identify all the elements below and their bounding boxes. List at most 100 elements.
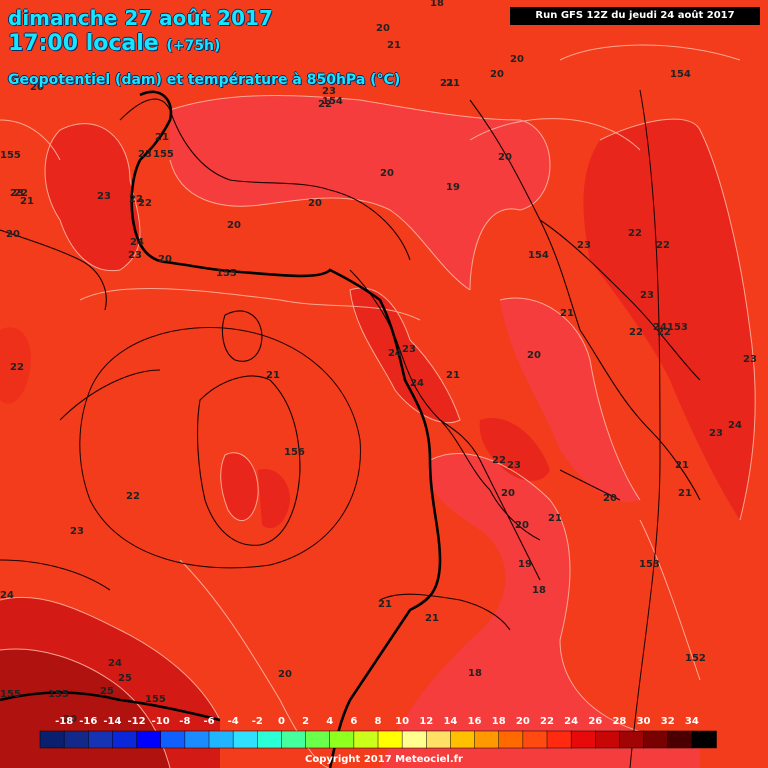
run-info: Run GFS 12Z du jeudi 24 août 2017 xyxy=(510,7,760,25)
temp-label: 23 xyxy=(322,86,336,97)
geo-label: 154 xyxy=(670,69,691,80)
scale-swatch xyxy=(160,730,186,749)
geo-label: 154 xyxy=(322,96,343,107)
temp-label: 21 xyxy=(425,613,439,624)
temp-label: 23 xyxy=(507,460,521,471)
temp-label: 23 xyxy=(10,188,24,199)
temp-label: 20 xyxy=(515,520,529,531)
temp-label: 22 xyxy=(138,198,152,209)
geo-label: 156 xyxy=(284,447,305,458)
scale-tick-label: 14 xyxy=(443,716,457,727)
temp-label: 20 xyxy=(376,23,390,34)
temp-label: 20 xyxy=(278,669,292,680)
temp-label: 24 xyxy=(728,420,742,431)
temperature-color-scale xyxy=(39,730,717,749)
temp-label: 21 xyxy=(446,78,460,89)
temp-label: 20 xyxy=(380,168,394,179)
geo-label: 155 xyxy=(0,689,21,700)
scale-tick-label: 8 xyxy=(375,716,382,727)
temp-region-23 xyxy=(45,123,140,271)
temp-label: 21 xyxy=(387,40,401,51)
temp-region-20 xyxy=(500,298,640,502)
scale-tick-label: 4 xyxy=(326,716,333,727)
scale-swatch xyxy=(377,730,403,749)
temp-label: 23 xyxy=(402,344,416,355)
temp-region-20 xyxy=(170,95,550,290)
temp-region-23 xyxy=(583,119,756,520)
coastlines xyxy=(0,98,701,631)
temp-label: 24 xyxy=(108,658,122,669)
scale-swatch xyxy=(595,730,621,749)
temp-label: 22 xyxy=(628,228,642,239)
temp-label: 20 xyxy=(308,198,322,209)
temperature-scale-ticks: -18 -16 -14 -12 -10 -8 -6 -4 -2 0 2 4 6 8 10 12 14 16 18 20… xyxy=(55,716,699,727)
scale-tick-label: -10 xyxy=(152,716,170,727)
geo-label: 155 xyxy=(0,150,21,161)
geo-label: 155 xyxy=(216,268,237,279)
temp-label: 21 xyxy=(446,370,460,381)
scale-swatch xyxy=(353,730,379,749)
temp-label: 23 xyxy=(128,250,142,261)
geo-label: 152 xyxy=(685,653,706,664)
temp-label: 20 xyxy=(490,69,504,80)
temp-label: 22 xyxy=(318,99,332,110)
temp-label: 22 xyxy=(129,194,143,205)
temp-label: 24 xyxy=(388,348,402,359)
copyright: Copyright 2017 Meteociel.fr xyxy=(305,754,463,765)
temp-label: 23 xyxy=(743,354,757,365)
scale-tick-label: -14 xyxy=(103,716,121,727)
temp-label: 23 xyxy=(70,526,84,537)
temp-label: 20 xyxy=(30,82,44,93)
scale-tick-label: 20 xyxy=(516,716,530,727)
temp-label: 23 xyxy=(640,290,654,301)
low-contour xyxy=(79,327,361,569)
scale-swatch xyxy=(136,730,162,749)
temp-label: 20 xyxy=(603,493,617,504)
scale-swatch xyxy=(691,730,717,749)
scale-tick-label: -6 xyxy=(203,716,214,727)
scale-swatch xyxy=(643,730,669,749)
temp-region-23 xyxy=(350,288,460,423)
temp-label: 22 xyxy=(629,327,643,338)
scale-tick-label: 30 xyxy=(637,716,651,727)
forecast-time: 17:00 locale (+75h) xyxy=(8,31,220,56)
temp-label: 19 xyxy=(446,182,460,193)
scale-swatch xyxy=(184,730,210,749)
scale-swatch xyxy=(112,730,138,749)
geo-label: 153 xyxy=(667,322,688,333)
scale-swatch xyxy=(232,730,259,749)
scale-tick-label: 24 xyxy=(564,716,578,727)
scale-swatch xyxy=(619,730,645,749)
scale-swatch xyxy=(208,730,234,749)
scale-tick-label: 28 xyxy=(612,716,626,727)
scale-tick-label: 18 xyxy=(492,716,506,727)
temp-label: 24 xyxy=(130,237,144,248)
temp-label: 25 xyxy=(118,673,132,684)
scale-swatch xyxy=(546,730,572,749)
scale-tick-label: 22 xyxy=(540,716,554,727)
temp-label: 20 xyxy=(6,229,20,240)
scale-swatch xyxy=(426,730,452,749)
temp-label: 20 xyxy=(63,714,77,725)
map-labels: 18 20 21 20 20 21 23 154 22 155 21 23 15… xyxy=(0,0,757,725)
scale-tick-label: 10 xyxy=(395,716,409,727)
temp-label: 20 xyxy=(527,350,541,361)
scale-swatch xyxy=(498,730,524,749)
temp-label: 20 xyxy=(227,220,241,231)
scale-swatch xyxy=(401,730,428,749)
temp-label: 18 xyxy=(430,0,444,9)
scale-tick-label: 32 xyxy=(661,716,675,727)
temp-label: 25 xyxy=(100,686,114,697)
scale-swatch xyxy=(305,730,331,749)
geo-label: 155 xyxy=(145,694,166,705)
scale-swatch xyxy=(88,730,114,749)
temp-label: 23 xyxy=(709,428,723,439)
temp-label: 23 xyxy=(577,240,591,251)
scale-swatch xyxy=(39,730,65,749)
forecast-offset: (+75h) xyxy=(166,38,221,54)
scale-tick-label: 26 xyxy=(588,716,602,727)
scale-swatch xyxy=(450,730,476,749)
temp-label: 23 xyxy=(138,149,152,160)
scale-tick-label: 6 xyxy=(350,716,357,727)
scale-swatch xyxy=(570,730,597,749)
